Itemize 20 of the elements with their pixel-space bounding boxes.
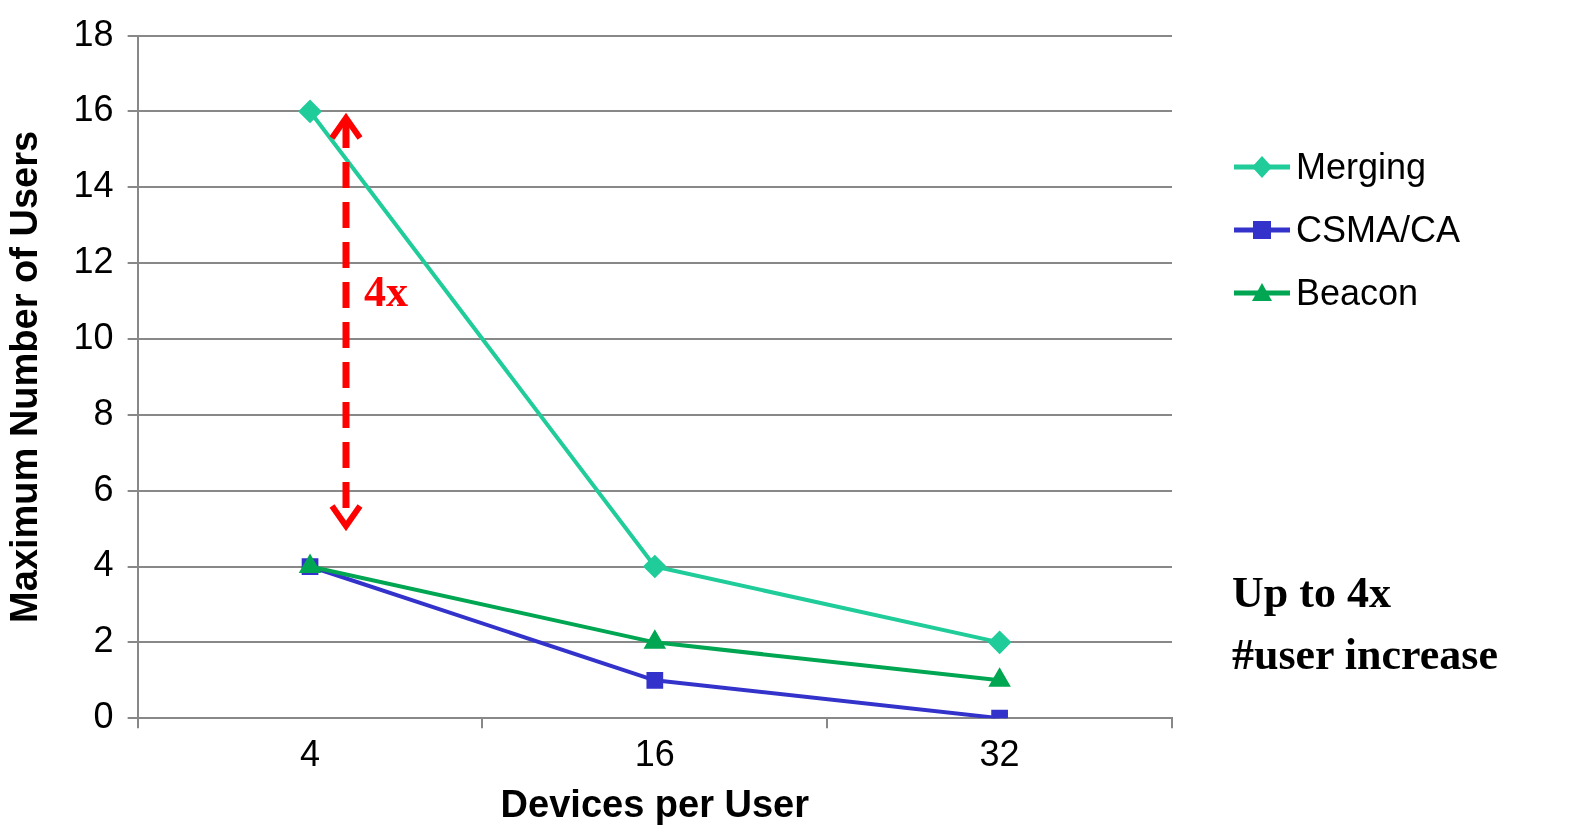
- legend-label: Merging: [1296, 145, 1427, 188]
- text: Up to 4x #user increase: [1232, 567, 1499, 681]
- x-tick-label: 4: [300, 732, 321, 774]
- y-tick-label: 8: [93, 391, 114, 433]
- y-tick-label: 16: [73, 88, 114, 130]
- legend-label: CSMA/CA: [1296, 208, 1461, 251]
- y-tick-label: 0: [93, 695, 114, 737]
- y-axis-title: Maximum Number of Users: [3, 130, 46, 623]
- y-tick-label: 4: [93, 543, 114, 585]
- legend-label: Beacon: [1296, 271, 1419, 314]
- y-tick-label: 10: [73, 315, 114, 357]
- x-tick-label: 32: [979, 732, 1020, 774]
- x-axis-title: Devices per User: [500, 782, 810, 825]
- y-tick-label: 18: [73, 12, 114, 54]
- annotation: 4x: [364, 266, 408, 317]
- y-tick-label: 12: [73, 240, 114, 282]
- y-tick-label: 2: [93, 619, 114, 661]
- y-tick-label: 14: [73, 164, 114, 206]
- x-tick-label: 16: [634, 732, 675, 774]
- y-tick-label: 6: [93, 467, 114, 509]
